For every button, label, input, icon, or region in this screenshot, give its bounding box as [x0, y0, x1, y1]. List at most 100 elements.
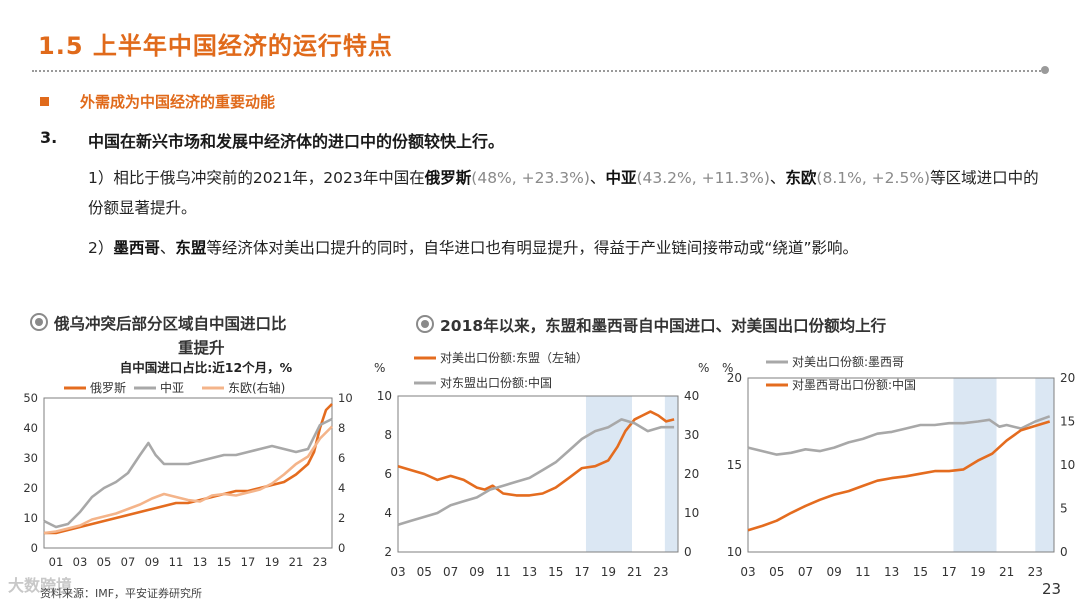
- paragraph-1: 1）相比于俄乌冲突前的2021年，2023年中国在俄罗斯(48%, +23.3%…: [88, 169, 1039, 217]
- x-tick-label: 05: [97, 555, 112, 569]
- caption-bullet-icon: [30, 313, 48, 331]
- series-line-0: [747, 415, 1051, 456]
- legend-label: 中亚: [160, 380, 184, 395]
- y-right-unit-label: %: [698, 361, 709, 375]
- y-right-tick-label: 4: [338, 481, 345, 495]
- chart-title: 自中国进口占比:近12个月，%: [120, 360, 293, 375]
- shaded-period-band: [585, 396, 632, 552]
- x-tick-label: 21: [627, 565, 642, 579]
- legend-label: 东欧(右轴): [228, 380, 285, 395]
- x-tick-label: 13: [884, 565, 899, 579]
- chart-region-imports-share: 0 10 20 30 40 50 0 2 4 6 8 10 01 03 05 07 09 11 13 15 17 19 21…: [23, 360, 352, 569]
- left-chart-caption: 俄乌冲突后部分区域自中国进口比: [30, 312, 287, 334]
- x-tick-label: 07: [121, 555, 136, 569]
- y-left-tick-label: 20: [23, 481, 38, 495]
- y-right-tick-label: 2: [338, 511, 345, 525]
- x-tick-label: 09: [145, 555, 160, 569]
- y-right-tick-label: 8: [338, 421, 345, 435]
- y-right-tick-label: 20: [1060, 371, 1075, 385]
- y-left-tick-label: 10: [377, 389, 392, 403]
- y-left-tick-label: 20: [727, 371, 742, 385]
- x-tick-label: 11: [496, 565, 511, 579]
- y-left-unit-label: %: [374, 361, 385, 375]
- x-tick-label: 23: [653, 565, 668, 579]
- legend-label: 对美出口份额:东盟（左轴）: [440, 350, 588, 365]
- x-tick-label: 21: [999, 565, 1014, 579]
- watermark: 大数跨境: [8, 576, 73, 595]
- x-tick-label: 19: [970, 565, 985, 579]
- y-left-tick-label: 6: [384, 467, 392, 481]
- plot-frame: [43, 397, 333, 549]
- chart-asean-shares: 2 4 6 8 10 0 10 20 30 40 03 05 07 09 11 13 15 17 19 21 23% % 对…: [374, 350, 709, 579]
- point-text: 中国在新兴市场和发展中经济体的进口中的份额较快上行。: [88, 132, 505, 151]
- y-right-tick-label: 10: [684, 506, 699, 520]
- series-line-0: [44, 403, 333, 535]
- legend-label: 俄罗斯: [90, 381, 126, 395]
- slide-title: 1.5 上半年中国经济的运行特点: [38, 32, 393, 60]
- x-tick-label: 13: [522, 565, 537, 579]
- x-tick-label: 03: [390, 565, 405, 579]
- paragraph-2: 2）墨西哥、东盟等经济体对美出口提升的同时，自华进口也有明显提升，得益于产业链间…: [88, 239, 858, 257]
- y-right-tick-label: 10: [338, 391, 353, 405]
- legend-label: 对美出口份额:墨西哥: [792, 355, 904, 369]
- x-tick-label: 03: [73, 555, 88, 569]
- page-number: 23: [1042, 580, 1062, 598]
- y-right-tick-label: 0: [1060, 545, 1068, 559]
- x-tick-label: 17: [941, 565, 956, 579]
- y-left-tick-label: 10: [23, 511, 38, 525]
- x-tick-label: 09: [827, 565, 842, 579]
- shaded-period-band: [664, 396, 678, 552]
- x-tick-label: 23: [1028, 565, 1043, 579]
- y-left-unit-label: %: [722, 361, 733, 375]
- x-tick-label: 21: [289, 555, 304, 569]
- x-tick-label: 15: [217, 555, 232, 569]
- right-chart-caption: 2018年以来，东盟和墨西哥自中国进口、对美国出口份额均上行: [416, 314, 886, 336]
- y-right-tick-label: 15: [1060, 415, 1075, 429]
- x-tick-label: 07: [443, 565, 458, 579]
- series-line-1: [397, 418, 675, 526]
- divider-end-dot: [1041, 66, 1049, 74]
- series-line-1: [747, 420, 1051, 532]
- point-number: 3.: [40, 128, 58, 147]
- shaded-period-band: [953, 378, 997, 552]
- y-left-tick-label: 0: [31, 541, 38, 555]
- title-divider: [32, 70, 1044, 72]
- y-left-tick-label: 50: [23, 391, 38, 405]
- section-heading: 外需成为中国经济的重要动能: [80, 93, 276, 111]
- x-tick-label: 19: [601, 565, 616, 579]
- y-left-tick-label: 30: [23, 451, 38, 465]
- x-tick-label: 01: [49, 555, 64, 569]
- plot-frame: [397, 395, 679, 553]
- plot-frame: [747, 377, 1055, 553]
- y-right-tick-label: 0: [338, 541, 345, 555]
- x-tick-label: 05: [769, 565, 784, 579]
- x-tick-label: 17: [241, 555, 256, 569]
- y-left-tick-label: 2: [384, 545, 392, 559]
- caption-bullet-icon: [416, 315, 434, 333]
- y-right-tick-label: 5: [1060, 502, 1068, 516]
- x-tick-label: 09: [469, 565, 484, 579]
- shaded-period-band: [1035, 378, 1054, 552]
- series-line-1: [43, 417, 333, 529]
- series-line-0: [397, 410, 675, 497]
- left-chart-caption-line2: 重提升: [178, 339, 225, 357]
- x-tick-label: 05: [417, 565, 432, 579]
- y-left-tick-label: 15: [727, 458, 742, 472]
- square-bullet-icon: [40, 97, 49, 106]
- legend-label: 对东盟出口份额:中国: [440, 375, 552, 390]
- x-tick-label: 03: [740, 565, 755, 579]
- x-tick-label: 11: [855, 565, 870, 579]
- x-tick-label: 15: [913, 565, 928, 579]
- x-tick-label: 23: [313, 555, 328, 569]
- y-right-tick-label: 40: [684, 389, 699, 403]
- x-tick-label: 19: [265, 555, 280, 569]
- x-tick-label: 15: [548, 565, 563, 579]
- y-right-tick-label: 30: [684, 428, 699, 442]
- legend-label: 对墨西哥出口份额:中国: [792, 377, 916, 392]
- y-left-tick-label: 8: [384, 428, 392, 442]
- y-left-tick-label: 10: [727, 545, 742, 559]
- y-left-tick-label: 4: [384, 506, 392, 520]
- series-line-2: [43, 425, 333, 535]
